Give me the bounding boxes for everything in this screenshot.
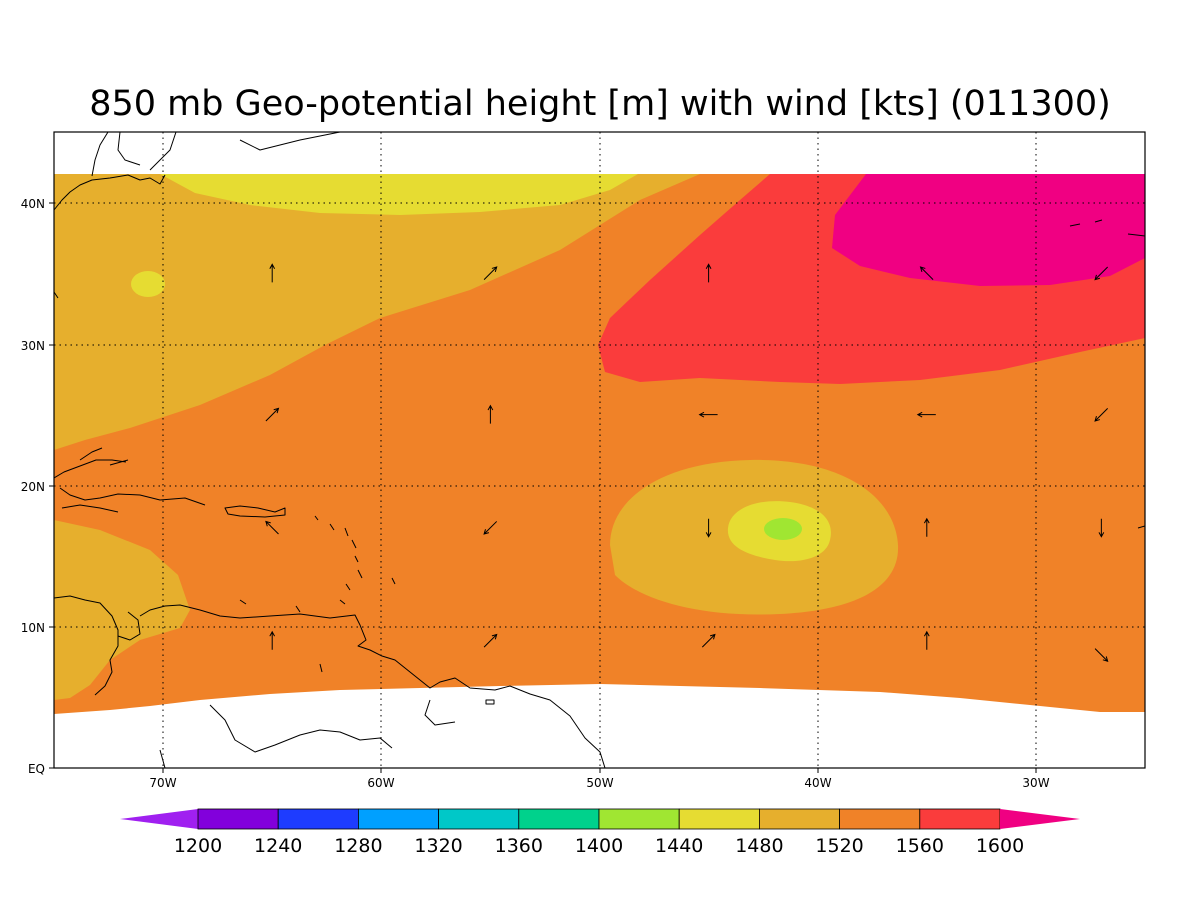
colorbar-label: 1560 — [896, 835, 944, 857]
colorbar-label: 1200 — [174, 835, 222, 857]
colorbar-label: 1480 — [735, 835, 783, 857]
y-tick-label: EQ — [28, 762, 45, 776]
wind-arrow — [705, 518, 712, 538]
wind-arrow — [487, 404, 494, 424]
x-tick-label: 60W — [367, 776, 394, 790]
coastline-layer — [54, 132, 1145, 768]
colorbar-swatch — [598, 808, 680, 830]
fill-1520-west-coast — [54, 520, 190, 700]
fill-1440-center — [764, 518, 802, 540]
coastline-lesser-antilles — [239, 515, 396, 613]
wind-arrow — [919, 266, 934, 280]
colorbar-lower-arrow — [120, 809, 198, 829]
y-axis-ticks: 40N 30N 20N 10N EQ — [21, 197, 54, 776]
x-tick-label: 50W — [586, 776, 613, 790]
y-tick-label: 10N — [21, 621, 45, 635]
wind-arrow — [1094, 266, 1109, 281]
fill-1480-small-cell — [131, 271, 165, 297]
coastline-east-atlantic-islands — [54, 219, 1145, 529]
colorbar: 1200 1240 1280 1320 1360 1400 1440 1480 1520 1560… — [120, 808, 1080, 857]
colorbar-swatch — [759, 808, 841, 830]
colorbar-label: 1400 — [575, 835, 623, 857]
wind-arrow — [923, 630, 930, 650]
colorbar-label: 1320 — [414, 835, 462, 857]
fill-1600-plus-high — [832, 174, 1145, 286]
colorbar-label: 1600 — [976, 835, 1024, 857]
colorbar-label: 1440 — [655, 835, 703, 857]
colorbar-label: 1520 — [815, 835, 863, 857]
map-title: 850 mb Geo-potential height [m] with win… — [89, 84, 1111, 124]
colorbar-swatch — [357, 808, 439, 830]
x-tick-label: 30W — [1022, 776, 1049, 790]
fill-1480-north-band — [160, 174, 638, 215]
colorbar-upper-arrow — [1000, 809, 1080, 829]
colorbar-swatch — [919, 808, 1001, 830]
colorbar-swatch — [678, 808, 760, 830]
wind-arrow — [269, 263, 276, 283]
wind-arrow — [923, 517, 930, 537]
y-tick-label: 20N — [21, 480, 45, 494]
colorbar-label: 1240 — [254, 835, 302, 857]
colorbar-swatch — [518, 808, 600, 830]
fill-1520-north — [54, 174, 700, 450]
colorbar-label: 1280 — [334, 835, 382, 857]
wind-arrow — [705, 263, 712, 283]
wind-arrow — [265, 520, 279, 535]
x-tick-label: 70W — [149, 776, 176, 790]
colorbar-swatch — [197, 808, 279, 830]
contour-fill-layer — [54, 132, 1145, 768]
colorbar-label: 1360 — [495, 835, 543, 857]
coastline-bahamas-cuba — [54, 447, 286, 518]
wind-arrow — [483, 633, 498, 648]
wind-arrow — [1094, 648, 1109, 662]
colorbar-swatch — [277, 808, 359, 830]
wind-arrow — [269, 630, 276, 650]
wind-arrow — [483, 266, 498, 280]
gridlines — [54, 132, 1145, 768]
x-axis-ticks: 70W 60W 50W 40W 30W — [149, 768, 1050, 790]
y-tick-label: 40N — [21, 197, 45, 211]
colorbar-swatch — [438, 808, 520, 830]
wind-arrow — [916, 411, 936, 418]
wind-arrow — [1094, 408, 1109, 422]
wind-arrow — [483, 521, 498, 535]
x-tick-label: 40W — [804, 776, 831, 790]
wind-arrow — [701, 633, 716, 648]
wind-vector-layer — [265, 263, 1109, 662]
wind-arrow — [698, 411, 718, 418]
wind-arrow — [265, 407, 280, 422]
coastline-northeast-us — [54, 132, 341, 211]
colorbar-swatch — [839, 808, 921, 830]
wind-arrow — [1098, 518, 1105, 538]
y-tick-label: 30N — [21, 339, 45, 353]
